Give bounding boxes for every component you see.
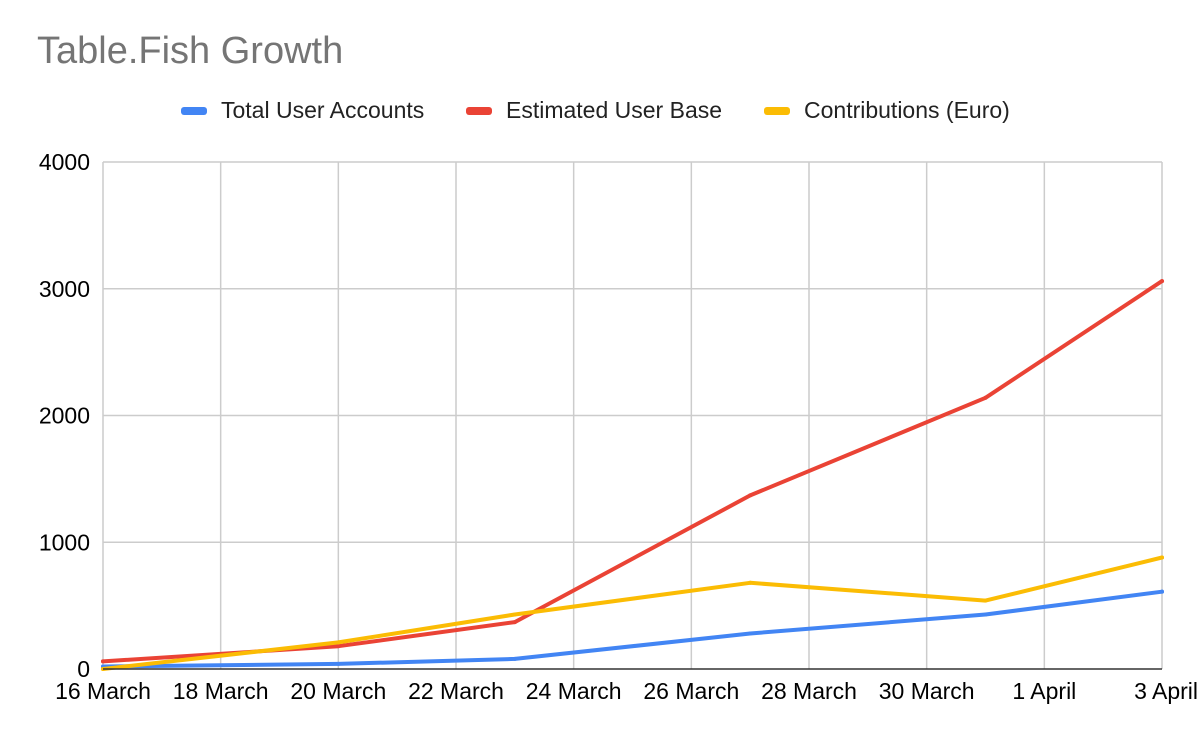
x-tick-label: 28 March [761, 678, 857, 704]
data-point-total-user-accounts[interactable] [336, 661, 341, 666]
legend-item-total-user-accounts[interactable]: Total User Accounts [181, 97, 424, 124]
y-tick-label: 1000 [39, 529, 90, 555]
data-point-contributions-euro[interactable] [748, 580, 753, 585]
legend-label-estimated-user-base: Estimated User Base [506, 97, 723, 123]
data-point-estimated-user-base[interactable] [1160, 279, 1164, 284]
data-point-estimated-user-base[interactable] [336, 644, 341, 649]
data-point-contributions-euro[interactable] [983, 598, 988, 603]
x-tick-label: 24 March [526, 678, 622, 704]
y-tick-label: 3000 [39, 276, 90, 302]
y-tick-label: 4000 [39, 149, 90, 175]
legend-item-contributions-euro[interactable]: Contributions (Euro) [764, 97, 1010, 124]
x-tick-label: 16 March [55, 678, 151, 704]
y-tick-label: 0 [77, 656, 90, 682]
x-tick-label: 30 March [879, 678, 975, 704]
x-tick-label: 3 April [1134, 678, 1198, 704]
data-point-total-user-accounts[interactable] [748, 631, 753, 636]
series-lines [101, 279, 1164, 671]
legend-swatch-total-user-accounts [181, 106, 207, 115]
data-point-estimated-user-base[interactable] [983, 395, 988, 400]
chart-legend: Total User Accounts Estimated User Base … [0, 97, 1200, 129]
x-tick-label: 18 March [173, 678, 269, 704]
data-point-estimated-user-base[interactable] [512, 620, 517, 625]
legend-label-total-user-accounts: Total User Accounts [221, 97, 425, 123]
data-point-total-user-accounts[interactable] [1160, 589, 1164, 594]
chart-title: Table.Fish Growth [37, 30, 344, 72]
x-tick-label: 26 March [643, 678, 739, 704]
x-tick-label: 1 April [1012, 678, 1076, 704]
legend-item-estimated-user-base[interactable]: Estimated User Base [466, 97, 722, 124]
legend-swatch-estimated-user-base [466, 106, 492, 115]
data-point-contributions-euro[interactable] [336, 640, 341, 645]
data-point-contributions-euro[interactable] [1160, 555, 1164, 560]
legend-swatch-contributions-euro [764, 106, 790, 115]
legend-label-contributions-euro: Contributions (Euro) [804, 97, 1010, 123]
data-point-estimated-user-base[interactable] [101, 659, 105, 664]
series-line-total-user-accounts[interactable] [101, 589, 1164, 669]
data-point-estimated-user-base[interactable] [748, 493, 753, 498]
series-line-estimated-user-base[interactable] [101, 279, 1164, 664]
data-point-total-user-accounts[interactable] [512, 656, 517, 661]
axes: 0 1000 2000 3000 4000 16 March 18 March 20 Marc… [39, 149, 1198, 704]
x-tick-label: 22 March [408, 678, 504, 704]
series-line-contributions-euro[interactable] [101, 555, 1164, 671]
grid-lines [102, 161, 1163, 669]
y-tick-label: 2000 [39, 403, 90, 429]
data-point-total-user-accounts[interactable] [983, 612, 988, 617]
data-point-contributions-euro[interactable] [512, 612, 517, 617]
x-tick-label: 20 March [290, 678, 386, 704]
